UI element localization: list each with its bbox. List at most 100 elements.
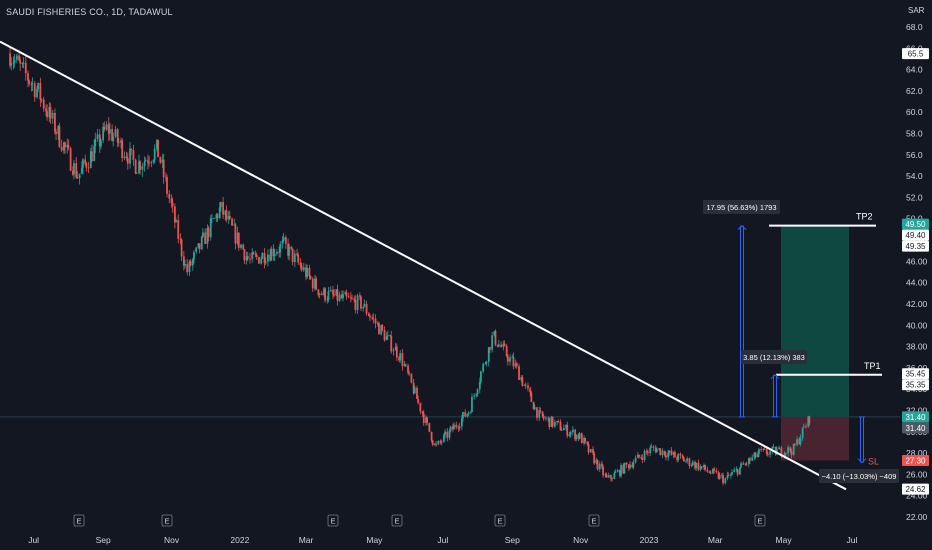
tp2-measure-arrow[interactable] [737,224,747,418]
candle-body [673,452,676,458]
candle-body [353,298,356,300]
position-tool[interactable] [781,225,849,461]
price-badge[interactable] [902,483,929,495]
candle-body [569,432,572,435]
earnings-marker[interactable] [327,514,339,527]
annotations[interactable]: TP2 TP1 SL 17.95 (56.63%) 1793 3.85 (12.13%)… [703,200,899,483]
candle-body [493,331,496,336]
candle-body [305,267,307,278]
earnings-marker[interactable] [754,514,766,527]
profit-zone[interactable] [781,225,849,417]
candle-body [604,474,607,476]
candle-body [103,126,106,130]
currency-label: SAR [908,6,925,15]
candle-body [121,140,124,158]
earnings-marker[interactable] [588,514,600,527]
time-label: Nov [573,535,589,545]
candle-body [592,449,594,453]
time-axis[interactable]: Jul Sep Nov 2022 Mar May Jul Sep Nov 2023 Mar May Ju… [28,514,858,545]
price-axis[interactable]: SAR68.066.064.062.060.058.056.054.052.05… [900,0,932,550]
candle-body [333,294,335,296]
time-label: Sep [96,535,111,545]
price-axis-bg [900,0,932,550]
sl-measure-arrow[interactable] [857,416,867,464]
candle-body [15,55,18,60]
candle-body [697,462,700,470]
candle-body [287,243,290,256]
time-label: Jul [28,535,39,545]
candle-body [398,357,400,361]
tp1-measure-arrow[interactable] [770,374,780,418]
price-badge[interactable] [902,368,929,380]
earnings-marker[interactable] [494,514,506,527]
price-tick-label: 42.00 [906,299,928,309]
price-tick-label: 46.00 [906,256,928,266]
price-badge[interactable] [902,455,929,467]
price-badge[interactable] [902,48,929,60]
candle-body [715,470,718,473]
price-badge[interactable] [902,229,929,241]
candle-body [134,159,137,174]
earnings-marker[interactable] [161,514,173,527]
sl-measure-label-box[interactable] [819,469,899,483]
candle-body [634,457,637,463]
price-badge[interactable] [902,411,929,423]
candle-body [533,407,536,410]
price-badge[interactable] [902,218,929,230]
price-tick-label: 52.0 [906,192,923,202]
candle-body [381,325,384,331]
candle-body [111,129,114,141]
candle-body [324,288,326,301]
candle-body [792,444,795,455]
candle-body [335,289,338,296]
candle-body [738,467,741,475]
price-tick-label: 32.00 [906,405,928,415]
price-badge[interactable] [902,379,929,391]
earnings-marker-label: E [164,517,169,526]
candle-body [299,262,302,266]
candle-body [727,475,730,476]
candle-body [296,253,298,256]
trendline[interactable] [0,40,847,491]
candle-body [225,210,228,220]
candle-body [129,148,131,164]
candle-body [264,261,267,264]
candle-body [735,469,738,470]
candle-body [523,384,526,386]
candle-body [36,89,38,98]
candle-body [152,159,155,163]
tp1-measure-label-box[interactable] [741,350,807,364]
candle-body [602,466,605,476]
candle-body [512,356,515,367]
price-tick-label: 28.00 [906,448,928,458]
earnings-marker[interactable] [391,514,403,527]
candle-body [578,433,581,439]
candle-body [745,463,748,465]
candle-body [541,411,544,417]
candle-body [144,160,147,162]
candle-body [484,363,487,365]
candle-body [254,254,257,256]
price-badge[interactable] [902,422,929,434]
candle-body [772,446,775,448]
candle-body [721,474,723,476]
price-badge[interactable] [902,240,929,252]
candle-body [157,139,159,158]
candle-body [593,452,596,464]
candle-body [571,429,574,433]
downtrend-line[interactable] [0,40,847,491]
candle-body [731,472,733,475]
candle-body [511,356,514,358]
candle-body [182,256,185,266]
candle-body [650,446,653,448]
candle-body [329,289,332,292]
candle-body [793,444,796,446]
candle-body [656,449,658,453]
candle-body [216,214,219,218]
tp2-measure-label-box[interactable] [703,200,780,214]
candle-body [21,63,24,64]
earnings-marker[interactable] [73,514,85,527]
candle-body [699,466,702,470]
candle-body [243,249,246,261]
